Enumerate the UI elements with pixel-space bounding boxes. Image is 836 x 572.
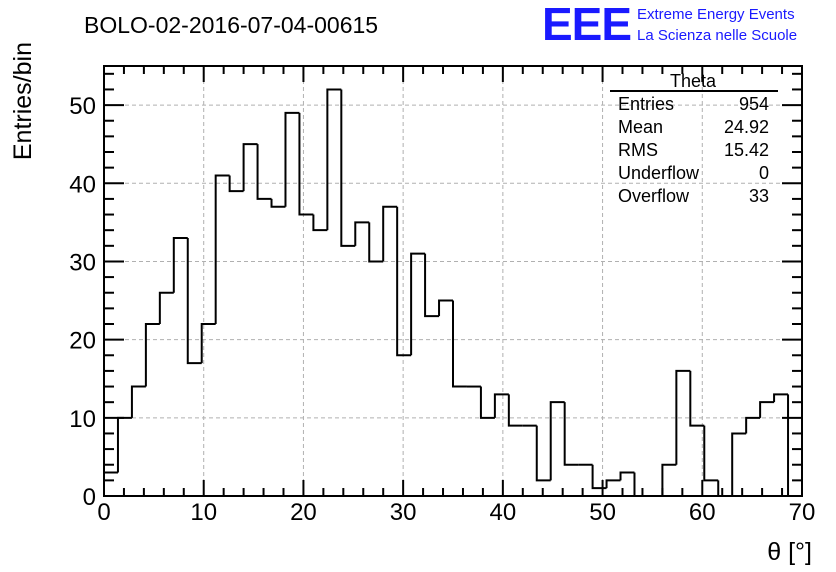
x-tick-label: 20 — [290, 499, 317, 526]
x-tick-label: 70 — [789, 499, 816, 526]
stats-underflow-value: 0 — [759, 163, 769, 183]
axis-tick-labels: 0 10 20 30 40 50 60 70 0 10 20 30 40 50 — [69, 93, 815, 526]
x-tick-label: 0 — [97, 499, 110, 526]
histogram-bin — [326, 88, 342, 231]
histogram-bin — [424, 253, 440, 318]
y-axis-title: Entries/bin — [9, 42, 37, 160]
histogram-bin — [731, 432, 747, 496]
eee-logo: EEE Extreme Energy Events La Scienza nel… — [542, 0, 797, 50]
histogram-bin — [144, 323, 160, 387]
histogram-bin — [689, 370, 705, 427]
histogram-bin — [605, 479, 621, 489]
stats-title: Theta — [670, 71, 717, 91]
histogram-bin — [563, 402, 579, 466]
x-tick-label: 10 — [190, 499, 217, 526]
histogram-bin — [368, 222, 384, 263]
y-tick-label: 10 — [69, 406, 96, 433]
histogram-bin — [438, 299, 453, 317]
stats-box: Theta Entries 954 Mean 24.92 RMS 15.42 U… — [610, 71, 778, 206]
histogram-bin — [270, 198, 286, 208]
histogram-bin — [172, 237, 188, 293]
y-tick-label: 0 — [83, 484, 96, 511]
x-tick-label: 30 — [390, 499, 417, 526]
stats-rms-value: 15.42 — [724, 140, 769, 160]
x-tick-label: 60 — [689, 499, 716, 526]
histogram-bin — [256, 144, 272, 200]
histogram-bin — [242, 143, 258, 192]
y-tick-label: 40 — [69, 171, 96, 198]
stats-entries-value: 954 — [739, 94, 769, 114]
histogram-bin — [549, 401, 565, 481]
x-tick-label: 50 — [589, 499, 616, 526]
plot-frame — [103, 65, 803, 497]
histogram-bin — [410, 252, 426, 356]
stats-underflow-label: Underflow — [618, 163, 700, 183]
histogram-bin — [228, 175, 244, 193]
histogram-bin — [284, 111, 300, 207]
y-tick-label: 50 — [69, 93, 96, 120]
x-axis-title: θ [°] — [767, 538, 812, 566]
histogram-bin — [493, 393, 509, 418]
histogram-bin — [200, 323, 216, 364]
histogram-bin — [619, 471, 635, 481]
eee-logo-line1: Extreme Energy Events — [637, 6, 795, 23]
histogram-bin — [661, 463, 677, 496]
histogram-bin — [396, 206, 412, 357]
histogram-bin — [507, 394, 523, 427]
histogram-bin — [759, 401, 775, 418]
histogram-bin — [382, 205, 398, 262]
histogram-bin — [773, 393, 789, 403]
y-tick-label: 30 — [69, 249, 96, 276]
histogram-bin — [535, 425, 551, 482]
histogram-bin — [703, 425, 719, 482]
histogram-bin — [745, 416, 761, 434]
stats-rms-label: RMS — [618, 140, 658, 160]
histogram-bin — [354, 221, 370, 246]
stats-mean-value: 24.92 — [724, 117, 769, 137]
stats-overflow-label: Overflow — [618, 186, 690, 206]
histogram-bin — [312, 214, 328, 232]
stats-entries-label: Entries — [618, 94, 674, 114]
histogram-bin — [479, 386, 495, 419]
histogram-bin — [340, 89, 356, 247]
chart-title: BOLO-02-2016-07-04-00615 — [84, 12, 378, 38]
stats-overflow-value: 33 — [749, 186, 769, 206]
histogram-bin — [214, 174, 230, 324]
histogram-bin — [452, 300, 467, 388]
eee-logo-mark: EEE — [542, 0, 631, 50]
grid — [104, 66, 802, 496]
histogram-bin — [186, 238, 202, 365]
histogram-bin — [675, 369, 691, 465]
histogram-bin — [298, 112, 314, 216]
histogram-bin — [130, 385, 146, 418]
y-tick-label: 20 — [69, 328, 96, 355]
histogram-bin — [158, 291, 174, 324]
histogram — [103, 88, 802, 497]
eee-logo-line2: La Scienza nelle Scuole — [637, 27, 797, 44]
axis-ticks — [103, 66, 803, 497]
x-tick-label: 40 — [490, 499, 517, 526]
stats-mean-label: Mean — [618, 117, 663, 137]
